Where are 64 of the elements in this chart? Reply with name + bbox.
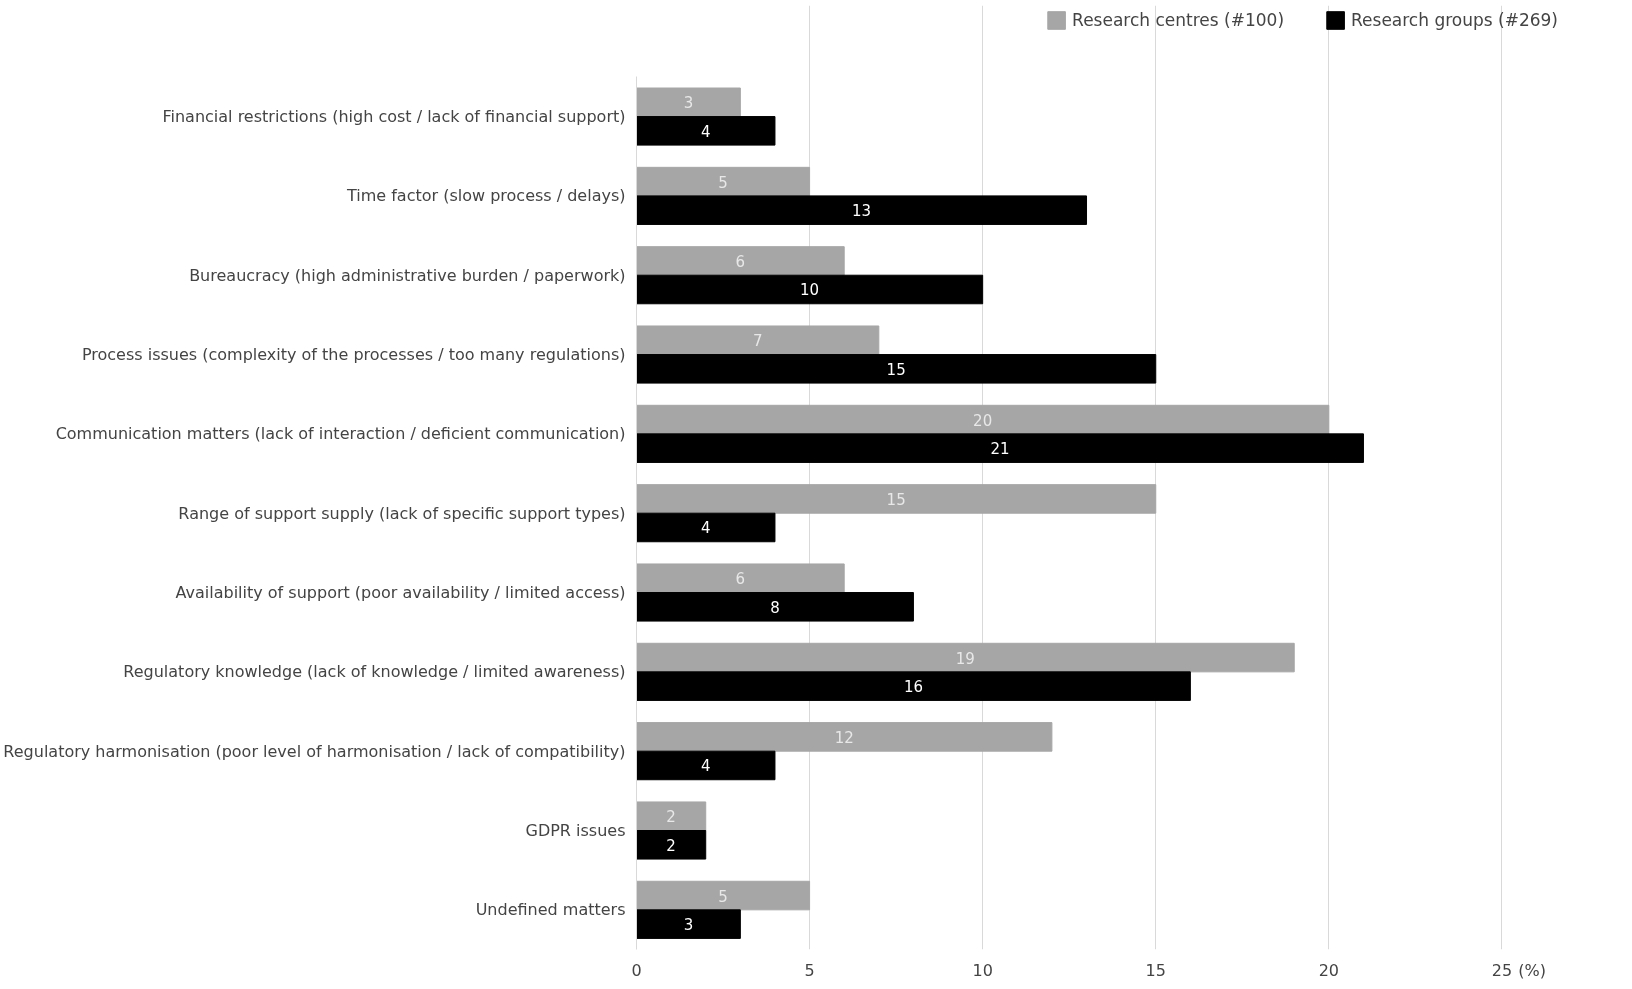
bar bbox=[636, 354, 1157, 384]
bar bbox=[636, 642, 1295, 673]
bar bbox=[636, 274, 984, 305]
bar bbox=[636, 750, 776, 781]
data-label: 4 bbox=[700, 519, 711, 538]
bar bbox=[636, 880, 811, 911]
data-label: 4 bbox=[700, 757, 711, 776]
y-tick-label: Financial restrictions (high cost / lack of financial support) bbox=[162, 107, 626, 127]
bar bbox=[636, 512, 776, 543]
bar bbox=[636, 592, 914, 622]
x-tick-label: 10 bbox=[972, 960, 993, 980]
data-label: 8 bbox=[770, 598, 780, 617]
bar bbox=[636, 830, 707, 860]
bar bbox=[636, 909, 741, 939]
y-tick-label: Bureaucracy (high administrative burden / paperwork) bbox=[189, 265, 626, 285]
bar bbox=[636, 325, 880, 356]
bar bbox=[636, 87, 741, 118]
x-axis-title: (%) bbox=[1518, 960, 1547, 980]
bar bbox=[636, 722, 1053, 752]
bar bbox=[636, 801, 707, 832]
legend-label: Research groups (#269) bbox=[1351, 10, 1558, 30]
data-label: 2 bbox=[666, 836, 676, 855]
data-label: 19 bbox=[955, 649, 975, 668]
x-tick-label: 15 bbox=[1145, 960, 1166, 980]
data-label: 15 bbox=[886, 490, 906, 509]
data-label: 13 bbox=[851, 202, 872, 221]
data-label: 6 bbox=[735, 252, 746, 271]
legend-label: Research centres (#100) bbox=[1072, 10, 1285, 30]
data-label: 7 bbox=[752, 332, 763, 351]
bar bbox=[636, 433, 1364, 463]
data-label: 3 bbox=[683, 94, 694, 113]
bar bbox=[636, 563, 845, 594]
data-label: 15 bbox=[886, 360, 906, 379]
y-tick-label: Time factor (slow process / delays) bbox=[345, 186, 626, 206]
bar bbox=[636, 195, 1088, 225]
y-tick-label: Regulatory knowledge (lack of knowledge / limited awareness) bbox=[123, 662, 626, 682]
data-label: 16 bbox=[903, 678, 923, 697]
data-label: 12 bbox=[834, 728, 854, 747]
data-label: 4 bbox=[700, 122, 711, 141]
x-tick-label: 25 bbox=[1491, 960, 1513, 980]
bar bbox=[636, 166, 811, 197]
x-tick-label: 20 bbox=[1318, 960, 1340, 980]
y-tick-label: Communication matters (lack of interaction / deficient communication) bbox=[55, 424, 626, 444]
bar bbox=[636, 246, 845, 276]
y-tick-label: GDPR issues bbox=[525, 821, 626, 841]
data-label: 21 bbox=[990, 440, 1010, 459]
bar bbox=[636, 116, 776, 146]
bar bbox=[636, 671, 1191, 701]
y-tick-label: Regulatory harmonisation (poor level of harmonisation / lack of compatibility) bbox=[3, 741, 626, 761]
data-label: 10 bbox=[800, 281, 820, 300]
data-label: 20 bbox=[973, 411, 993, 430]
data-label: 2 bbox=[666, 808, 676, 827]
data-label: 3 bbox=[683, 916, 694, 935]
y-tick-label: Availability of support (poor availability / limited access) bbox=[175, 583, 626, 603]
y-tick-label: Range of support supply (lack of specific support types) bbox=[178, 503, 626, 523]
y-tick-label: Undefined matters bbox=[475, 900, 626, 920]
x-tick-label: 5 bbox=[804, 960, 815, 980]
data-label: 5 bbox=[718, 887, 728, 906]
data-label: 6 bbox=[735, 570, 746, 589]
x-tick-label: 0 bbox=[631, 960, 642, 980]
bar bbox=[636, 484, 1157, 514]
y-tick-label: Process issues (complexity of the processes / too many regulations) bbox=[81, 345, 626, 365]
data-label: 5 bbox=[718, 173, 728, 192]
bar bbox=[636, 404, 1330, 435]
